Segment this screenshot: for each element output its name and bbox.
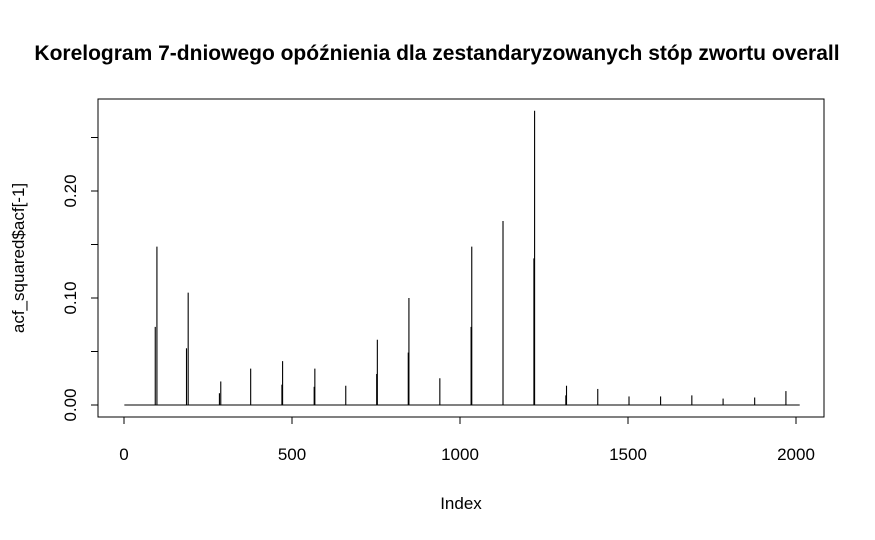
x-axis-label: Index bbox=[440, 494, 482, 513]
x-tick-label: 1000 bbox=[441, 445, 479, 464]
y-tick-label: 0.20 bbox=[61, 174, 80, 207]
acf-bars bbox=[124, 110, 800, 406]
x-tick-label: 1500 bbox=[609, 445, 647, 464]
y-tick-label: 0.10 bbox=[61, 281, 80, 314]
x-axis: 0 500 1000 1500 2000 bbox=[119, 416, 815, 464]
x-tick-label: 500 bbox=[278, 445, 306, 464]
x-tick-label: 2000 bbox=[777, 445, 815, 464]
y-axis-label: acf_squared$acf[-1] bbox=[9, 183, 28, 333]
plot-box bbox=[97, 98, 825, 418]
y-tick-label: 0.00 bbox=[61, 388, 80, 421]
x-tick-label: 0 bbox=[119, 445, 128, 464]
chart-title: Korelogram 7-dniowego opóźnienia dla zes… bbox=[34, 42, 839, 65]
y-axis: 0.00 0.10 0.20 bbox=[61, 137, 99, 422]
